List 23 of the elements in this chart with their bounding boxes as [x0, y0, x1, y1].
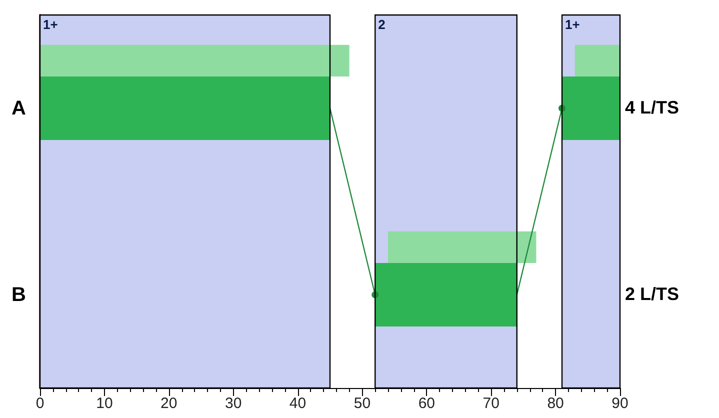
- x-tick-label: 0: [36, 395, 44, 412]
- bar: [388, 231, 536, 264]
- x-tick-label: 60: [418, 395, 436, 412]
- x-tick-label: 20: [160, 395, 178, 412]
- bar: [40, 76, 330, 140]
- x-tick-label: 70: [482, 395, 500, 412]
- x-tick-label: 90: [612, 395, 628, 412]
- band-label: 1+: [43, 17, 58, 32]
- band-label: 1+: [565, 17, 580, 32]
- x-tick-label: 80: [547, 395, 564, 412]
- bar: [574, 44, 620, 77]
- bar: [375, 263, 517, 326]
- text: 2 L/TS: [625, 284, 680, 304]
- text: 4 L/TS: [625, 97, 680, 118]
- x-tick-label: 40: [289, 395, 306, 412]
- y-tick-label: A: [12, 97, 26, 120]
- x-tick-label: 30: [224, 395, 242, 412]
- x-tick-label: 10: [96, 395, 113, 412]
- band-label: 2: [378, 17, 386, 32]
- x-tick-label: 50: [354, 395, 371, 412]
- y-tick-label: B: [12, 284, 26, 306]
- bar: [562, 76, 620, 140]
- bar: [40, 44, 350, 77]
